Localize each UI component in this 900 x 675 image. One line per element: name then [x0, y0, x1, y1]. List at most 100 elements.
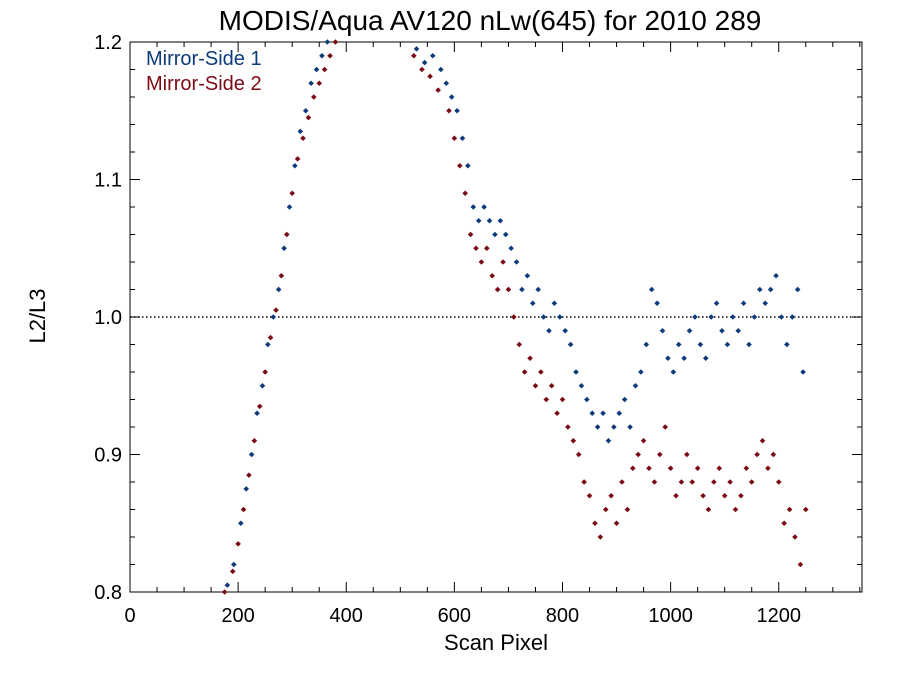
data-point-series-1	[611, 424, 617, 430]
data-point-series-2	[559, 396, 566, 403]
data-point-series-2	[451, 135, 458, 142]
data-point-series-2	[629, 465, 636, 472]
data-point-series-2	[711, 479, 717, 485]
data-point-series-2	[575, 451, 582, 458]
data-point-series-1	[248, 451, 255, 458]
data-point-series-2	[500, 259, 506, 265]
data-point-series-2	[538, 369, 544, 375]
data-point-series-2	[294, 156, 301, 162]
y-tick-label: 1.0	[94, 307, 122, 329]
data-point-series-2	[678, 479, 685, 485]
data-point-series-2	[273, 307, 279, 313]
data-point-series-2	[781, 520, 787, 527]
data-point-series-2	[478, 259, 485, 265]
data-point-series-1	[459, 135, 466, 142]
x-tick-label: 1200	[756, 605, 801, 627]
data-point-series-2	[262, 369, 268, 375]
chart-title: MODIS/Aqua AV120 nLw(645) for 2010 289	[219, 5, 762, 36]
data-point-series-1	[519, 286, 525, 293]
data-point-series-1	[686, 327, 693, 334]
data-point-series-1	[632, 382, 639, 389]
data-point-series-2	[700, 492, 706, 499]
data-point-series-1	[724, 341, 731, 348]
data-point-series-1	[648, 286, 655, 293]
data-point-series-2	[581, 479, 587, 485]
data-point-series-1	[567, 341, 574, 348]
data-point-series-2	[673, 492, 679, 499]
y-tick-label: 1.1	[94, 170, 122, 192]
data-point-series-1	[616, 410, 623, 417]
data-point-series-1	[546, 327, 552, 334]
data-point-series-2	[467, 231, 474, 238]
data-point-series-2	[759, 437, 766, 444]
data-point-series-2	[532, 382, 539, 389]
data-point-series-2	[765, 465, 771, 472]
data-point-series-1	[270, 314, 277, 320]
data-point-series-1	[675, 341, 682, 348]
data-point-series-2	[554, 410, 560, 417]
data-point-series-1	[627, 424, 633, 430]
data-point-series-1	[224, 582, 231, 588]
data-point-series-1	[443, 80, 450, 87]
data-point-series-1	[719, 327, 725, 334]
data-point-series-2	[721, 492, 728, 499]
data-point-series-2	[786, 506, 793, 513]
data-point-series-2	[484, 245, 490, 252]
data-points	[221, 39, 809, 595]
legend-entry-1: Mirror-Side 1	[146, 48, 262, 70]
data-point-series-1	[238, 520, 244, 527]
data-point-series-2	[651, 479, 658, 485]
axis-ticks: 0 200 400 600 800 1000 1200 0.8 0.9 1.0 1.1 1.2	[94, 32, 862, 627]
data-point-series-1	[702, 355, 709, 362]
data-point-series-2	[792, 534, 798, 540]
data-point-series-1	[778, 314, 785, 320]
data-point-series-2	[489, 272, 496, 279]
data-point-series-1	[524, 272, 531, 279]
data-point-series-1	[757, 286, 763, 293]
data-point-series-1	[230, 561, 237, 568]
data-point-series-1	[486, 217, 493, 224]
legend-entry-2: Mirror-Side 2	[146, 73, 262, 95]
data-point-series-2	[597, 534, 604, 540]
data-point-series-2	[727, 479, 733, 485]
data-point-series-2	[543, 396, 550, 403]
data-point-series-1	[275, 286, 282, 293]
data-point-series-1	[308, 80, 314, 87]
data-point-series-2	[624, 506, 631, 513]
data-point-series-2	[694, 465, 701, 472]
data-point-series-2	[278, 272, 285, 279]
data-point-series-1	[556, 314, 563, 320]
data-point-series-1	[794, 286, 801, 293]
data-point-series-2	[586, 492, 593, 499]
data-point-series-2	[456, 162, 463, 169]
data-point-series-1	[589, 410, 596, 417]
data-point-series-1	[438, 66, 444, 73]
data-point-series-2	[738, 492, 744, 499]
data-point-series-2	[646, 465, 652, 472]
data-point-series-1	[670, 369, 677, 375]
data-point-series-1	[584, 396, 590, 403]
y-tick-label: 1.2	[94, 32, 122, 54]
data-point-series-2	[240, 506, 247, 513]
data-point-series-1	[665, 355, 671, 362]
data-point-series-2	[613, 520, 620, 527]
data-point-series-2	[300, 135, 306, 142]
data-point-series-1	[713, 300, 720, 307]
data-point-series-1	[573, 369, 579, 375]
data-point-series-2	[229, 568, 236, 575]
x-axis-label: Scan Pixel	[444, 630, 548, 655]
data-point-series-2	[446, 107, 452, 114]
data-point-series-1	[600, 410, 606, 417]
data-point-series-2	[316, 80, 323, 87]
data-point-series-1	[429, 52, 436, 59]
x-tick-label: 0	[124, 605, 135, 627]
data-point-series-2	[565, 424, 571, 430]
data-point-series-1	[767, 286, 774, 293]
data-point-series-1	[281, 245, 287, 252]
data-point-series-2	[419, 66, 425, 73]
data-point-series-2	[473, 245, 479, 252]
data-point-series-2	[516, 341, 523, 348]
data-point-series-2	[235, 541, 241, 547]
data-point-series-1	[481, 204, 487, 210]
data-point-series-2	[748, 479, 755, 485]
